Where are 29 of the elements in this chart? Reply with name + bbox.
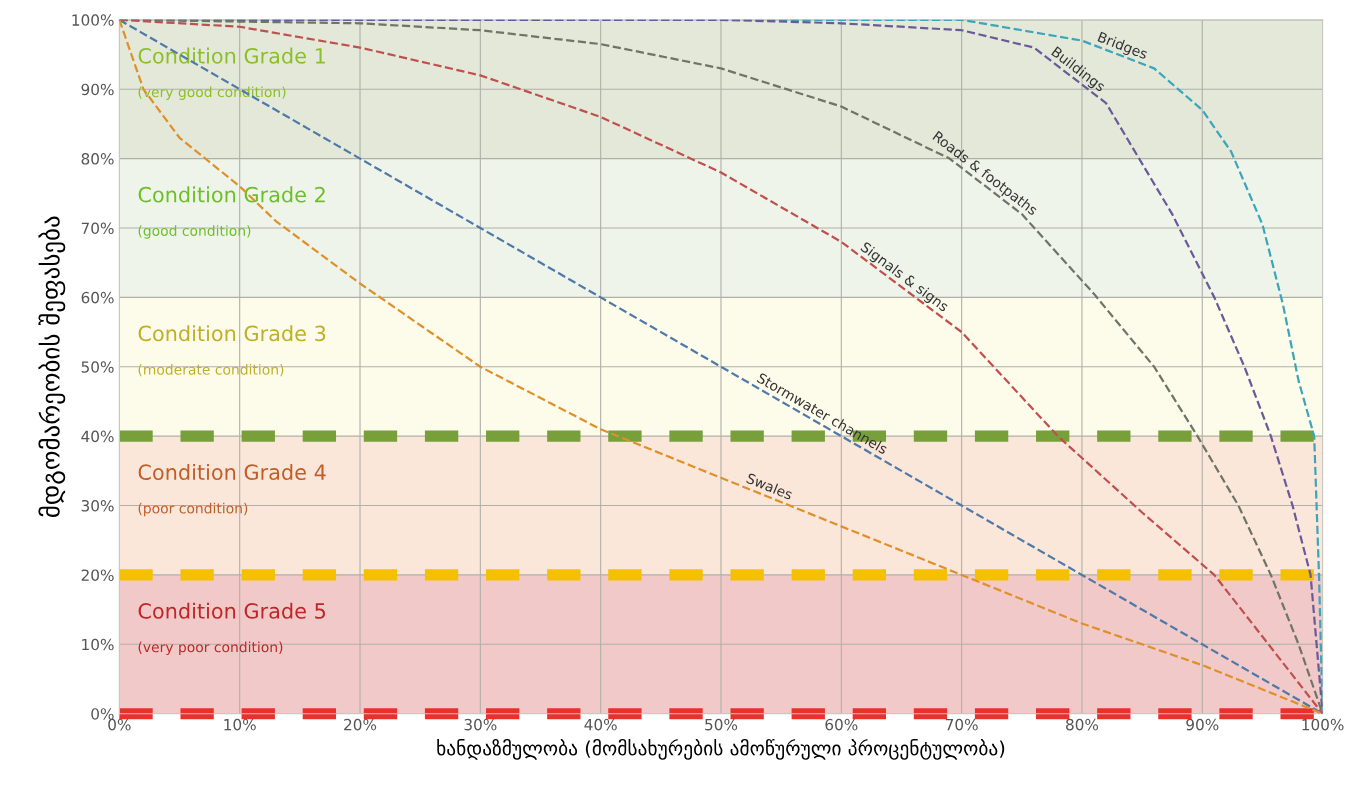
y-tick-label: 60% (81, 291, 114, 304)
y-tick-label: 40% (81, 430, 114, 443)
y-tick-label: 30% (81, 500, 114, 512)
band-label: Condition Grade 5 (very poor condition) (138, 602, 326, 655)
x-tick-label: 80% (1066, 718, 1099, 731)
x-tick-label: 10% (224, 718, 256, 731)
x-tick-label: 70% (945, 718, 978, 731)
x-tick-label: 20% (344, 718, 377, 731)
x-tick-label: 40% (584, 718, 617, 731)
y-tick-label: 0% (91, 708, 114, 720)
band-label: Condition Grade 2 (good condition) (138, 186, 325, 239)
y-tick-label: 100% (72, 14, 114, 26)
band-label: Condition Grade 1 (very good condition) (138, 47, 325, 100)
band-label: Condition Grade 3 (moderate condition) (138, 325, 326, 377)
y-tick-label: 80% (81, 153, 114, 165)
x-tick-label: 60% (825, 718, 858, 731)
y-tick-label: 50% (81, 361, 114, 373)
y-tick-label: 20% (81, 569, 114, 581)
y-axis-title: მდგომარეობის შეფასება (38, 216, 66, 518)
y-tick-label: 10% (82, 638, 114, 651)
band-label: Condition Grade 4 (poor condition) (138, 463, 326, 517)
y-tick-label: 70% (81, 222, 114, 235)
y-tick-label: 90% (81, 83, 114, 96)
x-tick-label: 30% (464, 718, 497, 731)
x-tick-label: 0% (108, 718, 131, 731)
x-tick-label: 90% (1186, 718, 1219, 731)
x-tick-label: 50% (705, 718, 738, 731)
x-axis-title: ხანდაზმულობა (მომსახურების ამოწურული პროცენტულობა) (437, 738, 1005, 760)
x-tick-label: 100% (1302, 718, 1344, 731)
